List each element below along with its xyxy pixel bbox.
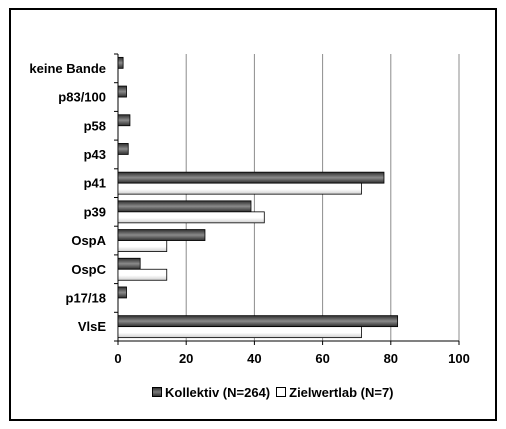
bar-kollektiv (117, 56, 124, 69)
bar-kollektiv (117, 286, 127, 299)
y-tick-label: VlsE (78, 319, 107, 334)
x-tick-label: 60 (315, 351, 329, 366)
bar-kollektiv (117, 229, 206, 241)
legend-swatch-zielwertlab (276, 387, 287, 397)
legend-label-kollektiv: Kollektiv (N=264) (165, 384, 271, 400)
x-tick-label: 80 (384, 351, 398, 366)
bar-kollektiv (117, 200, 252, 213)
legend-item-kollektiv: Kollektiv (N=264) (152, 385, 270, 400)
bar-zielwertlab (117, 326, 362, 339)
x-tick-label: 100 (448, 351, 470, 366)
x-tick-label: 20 (179, 351, 193, 366)
x-tick-label: 40 (247, 351, 261, 366)
legend-label-zielwertlab: Zielwertlab (N=7) (289, 384, 394, 400)
bar-zielwertlab (117, 268, 168, 281)
y-tick-label: keine Bande (29, 61, 106, 76)
bar-zielwertlab (117, 211, 265, 224)
bar-kollektiv (117, 85, 127, 98)
legend: Kollektiv (N=264) Zielwertlab (N=7) (152, 383, 394, 401)
bar-kollektiv (117, 315, 399, 328)
y-tick-label: p83/100 (58, 90, 106, 105)
bar-kollektiv (117, 143, 129, 155)
bar-zielwertlab (117, 182, 362, 195)
legend-item-zielwertlab: Zielwertlab (N=7) (276, 384, 394, 400)
bar-kollektiv (117, 171, 385, 184)
y-tick-label: p43 (84, 147, 106, 162)
y-tick-label: p39 (84, 204, 106, 219)
y-tick-label: p17/18 (66, 290, 106, 305)
bar-kollektiv (117, 114, 131, 127)
legend-swatch-kollektiv (152, 387, 162, 397)
bar-zielwertlab (117, 240, 168, 252)
y-tick-label: p58 (84, 118, 106, 133)
y-tick-label: OspA (71, 233, 106, 248)
x-tick-label: 0 (114, 351, 121, 366)
bar-kollektiv (117, 257, 141, 270)
y-tick-label: p41 (84, 176, 106, 191)
y-tick-label: OspC (71, 262, 106, 277)
